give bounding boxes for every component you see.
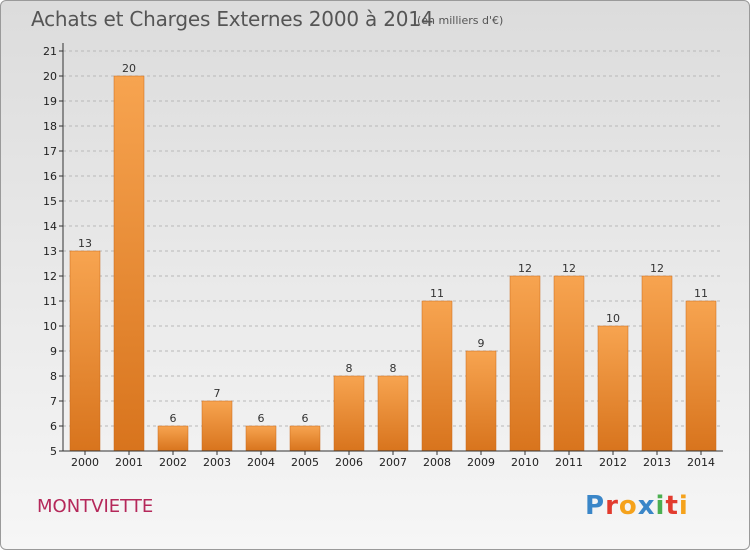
bar-2007	[377, 375, 409, 452]
data-label-2004: 6	[258, 412, 265, 425]
x-tick-label-2006: 2006	[335, 456, 363, 469]
y-tick-label: 15	[43, 195, 57, 208]
y-tick-label: 8	[50, 370, 57, 383]
bar-2013	[641, 275, 673, 452]
logo-letter: r	[605, 491, 619, 521]
y-tick-label: 17	[43, 145, 57, 158]
bar-2011	[553, 275, 585, 452]
data-label-2012: 10	[606, 312, 620, 325]
x-tick-label-2008: 2008	[423, 456, 451, 469]
axes: 5 6 7 8 9 10 11 12 13 14 15 16 17 18 19 20 21 2000 2001 200…	[43, 43, 723, 469]
logo-letter: t	[665, 491, 679, 521]
y-tick-label: 9	[50, 345, 57, 358]
y-tick-label: 21	[43, 45, 57, 58]
logo-letter: i	[678, 491, 689, 521]
logo-letter: x	[637, 491, 656, 521]
x-tick-label-2003: 2003	[203, 456, 231, 469]
data-label-2001: 20	[122, 62, 136, 75]
x-tick-label-2002: 2002	[159, 456, 187, 469]
x-tick-label-2010: 2010	[511, 456, 539, 469]
bar-2010	[509, 275, 541, 452]
data-label-2013: 12	[650, 262, 664, 275]
logo-letter: o	[618, 491, 638, 521]
data-label-2007: 8	[390, 362, 397, 375]
x-tick-label-2005: 2005	[291, 456, 319, 469]
data-label-2010: 12	[518, 262, 532, 275]
logo-letter: i	[655, 491, 666, 521]
proxiti-logo: Proxiti	[585, 491, 689, 521]
bar-2001	[113, 75, 145, 452]
bar-2003	[201, 400, 233, 452]
chart-subtitle: (en milliers d'€)	[417, 14, 504, 27]
y-tick-label: 19	[43, 95, 57, 108]
data-label-2014: 11	[694, 287, 708, 300]
data-label-2005: 6	[302, 412, 309, 425]
bars	[69, 75, 717, 452]
bar-2006	[333, 375, 365, 452]
logo-letter: P	[585, 491, 606, 521]
data-label-2011: 12	[562, 262, 576, 275]
y-tick-label: 12	[43, 270, 57, 283]
y-tick-label: 10	[43, 320, 57, 333]
x-tick-label-2011: 2011	[555, 456, 583, 469]
data-label-2002: 6	[170, 412, 177, 425]
bar-2008	[421, 300, 453, 452]
bar-2009	[465, 350, 497, 452]
x-tick-label-2007: 2007	[379, 456, 407, 469]
y-tick-label: 6	[50, 420, 57, 433]
y-tick-label: 14	[43, 220, 57, 233]
bar-2012	[597, 325, 629, 452]
y-tick-label: 18	[43, 120, 57, 133]
y-tick-label: 7	[50, 395, 57, 408]
bar-2014	[685, 300, 717, 452]
data-label-2009: 9	[478, 337, 485, 350]
data-label-2003: 7	[214, 387, 221, 400]
y-tick-label: 20	[43, 70, 57, 83]
x-tick-label-2009: 2009	[467, 456, 495, 469]
x-tick-label-2014: 2014	[687, 456, 715, 469]
data-label-2008: 11	[430, 287, 444, 300]
data-label-2000: 13	[78, 237, 92, 250]
x-tick-label-2012: 2012	[599, 456, 627, 469]
bar-2002	[157, 425, 189, 452]
bar-2004	[245, 425, 277, 452]
y-tick-label: 16	[43, 170, 57, 183]
y-tick-label: 11	[43, 295, 57, 308]
commune-name: MONTVIETTE	[37, 496, 154, 517]
x-tick-label-2001: 2001	[115, 456, 143, 469]
chart-title: Achats et Charges Externes 2000 à 2014	[31, 7, 434, 31]
x-tick-label-2000: 2000	[71, 456, 99, 469]
data-labels: 13 20 6 7 6 6 8 8 11 9 12 12 10 12 11	[78, 62, 708, 425]
x-tick-label-2004: 2004	[247, 456, 275, 469]
bar-2000	[69, 250, 101, 452]
data-label-2006: 8	[346, 362, 353, 375]
bar-2005	[289, 425, 321, 452]
y-tick-label: 5	[50, 445, 57, 458]
y-tick-label: 13	[43, 245, 57, 258]
x-tick-label-2013: 2013	[643, 456, 671, 469]
